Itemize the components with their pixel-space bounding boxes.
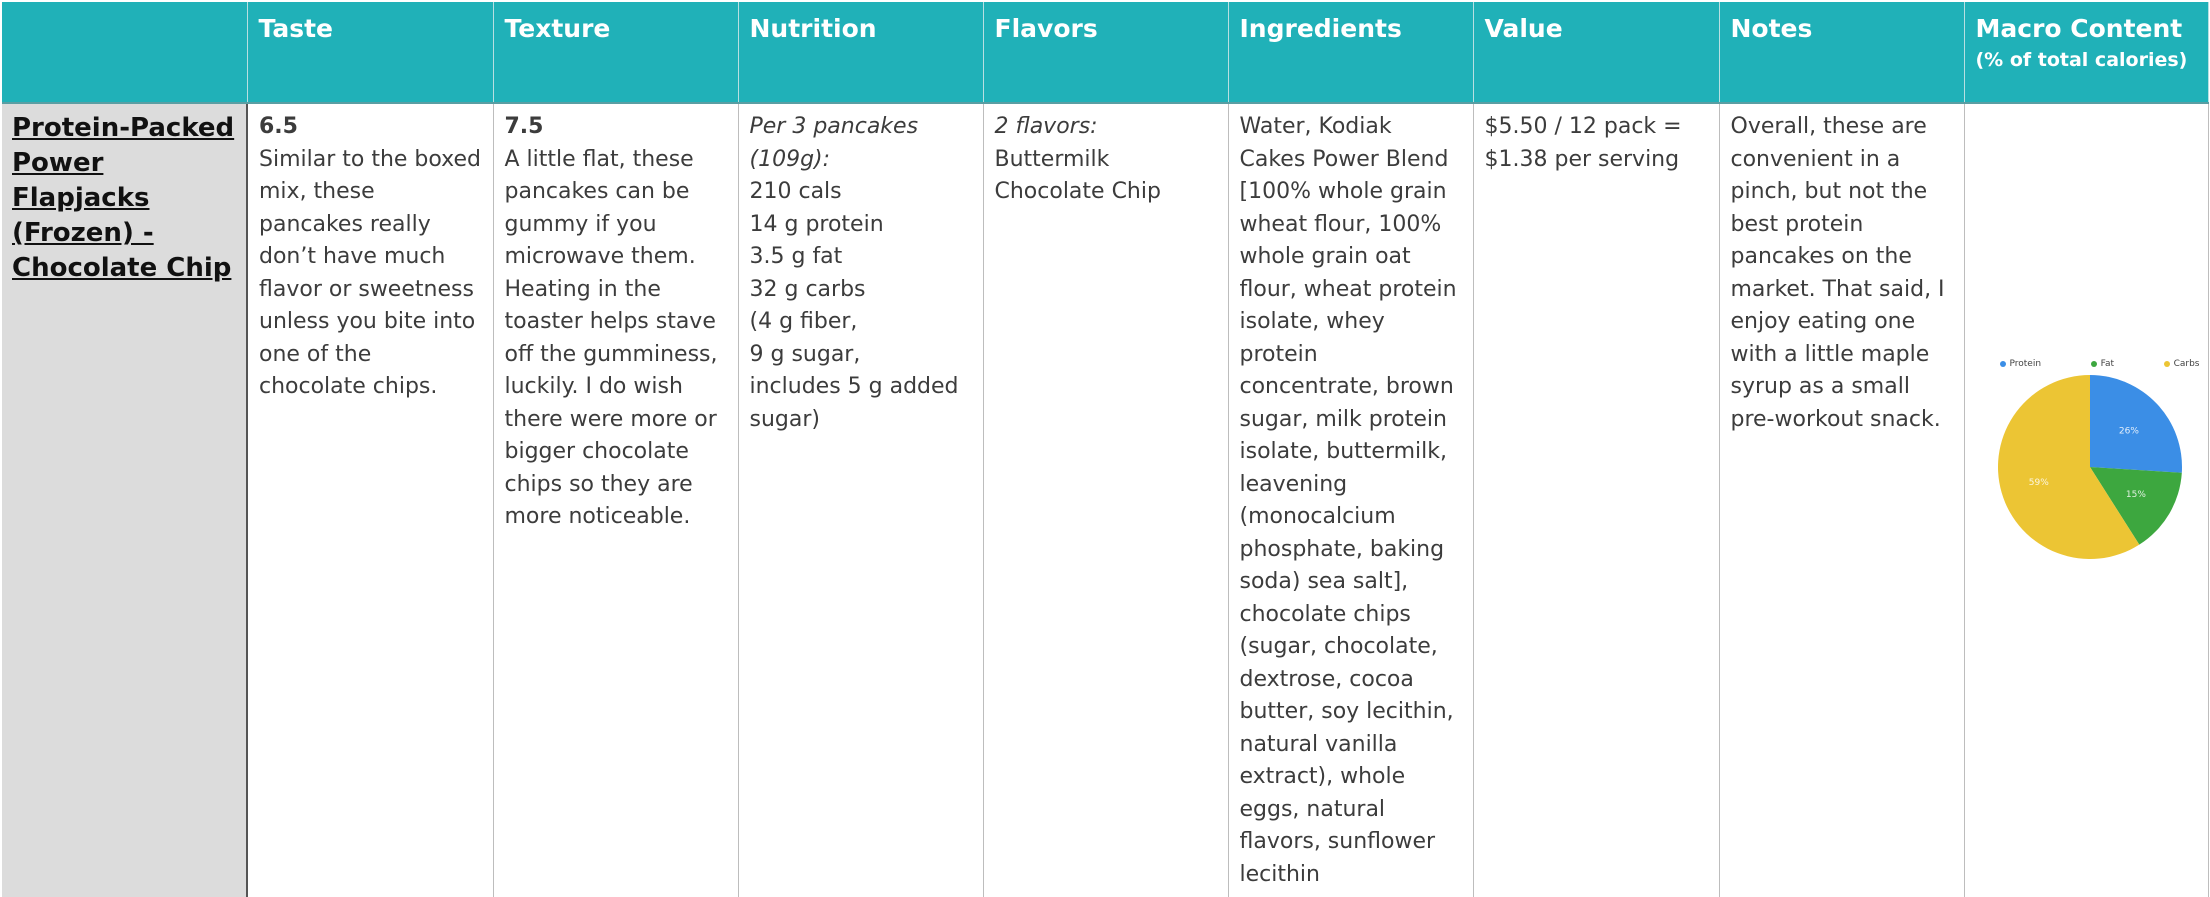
pie-label-carbs: 59%: [2028, 478, 2048, 488]
nutrition-line: 9 g sugar,: [749, 341, 861, 367]
header-flavors: Flavors: [983, 2, 1229, 104]
legend-item-carbs: Carbs: [2163, 348, 2200, 381]
chart-legend: Protein Fat Carbs: [1999, 348, 2200, 381]
texture-cell: 7.5 A little flat, these pancakes can be…: [493, 103, 739, 897]
nutrition-line: 3.5 g fat: [749, 244, 843, 269]
header-notes: Notes: [1719, 2, 1965, 104]
product-name-line: (Frozen) -: [12, 218, 154, 248]
flavors-cell: 2 flavors: Buttermilk Chocolate Chip: [983, 103, 1229, 897]
product-name-line: Protein-Packed: [12, 113, 235, 143]
nutrition-cell: Per 3 pancakes (109g): 210 cals 14 g pro…: [738, 103, 984, 897]
legend-swatch-carbs: [2163, 361, 2170, 368]
nutrition-line: 32 g carbs: [749, 276, 866, 302]
flavor-item: Buttermilk: [994, 146, 1110, 172]
header-macro-subtitle: (% of total calories): [1975, 49, 2188, 71]
header-macro: Macro Content (% of total calories): [1964, 2, 2209, 104]
header-taste: Taste: [247, 2, 494, 104]
ingredients-text: Water, Kodiak Cakes Power Blend [100% wh…: [1239, 114, 1457, 887]
notes-text: Overall, these are convenient in a pinch…: [1730, 114, 1945, 432]
legend-label-carbs: Carbs: [2173, 359, 2200, 369]
table-row: Protein-Packed Power Flapjacks (Frozen) …: [2, 103, 2209, 897]
value-text: $5.50 / 12 pack = $1.38 per serving: [1484, 114, 1682, 172]
header-texture: Texture: [493, 2, 739, 104]
nutrition-line: (4 g fiber,: [749, 309, 858, 334]
macro-cell: Protein Fat Carbs 26% 15% 59%: [1964, 103, 2209, 897]
header-ingredients: Ingredients: [1228, 2, 1474, 104]
nutrition-line: 14 g protein: [749, 211, 884, 237]
product-name-line: Power Flapjacks: [12, 148, 150, 213]
taste-text: Similar to the boxed mix, these pancakes…: [259, 146, 482, 400]
product-name-link[interactable]: Protein-Packed Power Flapjacks (Frozen) …: [12, 111, 235, 286]
legend-item-fat: Fat: [2090, 348, 2115, 381]
header-blank: [2, 2, 248, 104]
legend-swatch-protein: [1999, 361, 2006, 368]
texture-score: 7.5: [504, 114, 544, 139]
ingredients-cell: Water, Kodiak Cakes Power Blend [100% wh…: [1228, 103, 1474, 897]
legend-swatch-fat: [2090, 361, 2097, 368]
header-value: Value: [1473, 2, 1720, 104]
texture-text: A little flat, these pancakes can be gum…: [504, 146, 718, 530]
nutrition-serving: Per 3 pancakes (109g):: [749, 114, 919, 172]
pie-slice-protein: [2089, 375, 2182, 473]
pie-slice-carbs: [1997, 375, 2139, 559]
taste-cell: 6.5 Similar to the boxed mix, these panc…: [247, 103, 494, 897]
taste-score: 6.5: [259, 114, 298, 139]
value-cell: $5.50 / 12 pack = $1.38 per serving: [1473, 103, 1720, 897]
header-row: Taste Texture Nutrition Flavors Ingredie…: [2, 2, 2209, 104]
product-name-cell: Protein-Packed Power Flapjacks (Frozen) …: [2, 103, 248, 897]
flavors-heading: 2 flavors:: [994, 114, 1098, 139]
header-nutrition: Nutrition: [738, 2, 984, 104]
notes-cell: Overall, these are convenient in a pinch…: [1719, 103, 1965, 897]
flavor-item: Chocolate Chip: [994, 179, 1161, 204]
product-name-line: Chocolate Chip: [12, 253, 232, 283]
pie-label-fat: 15%: [2125, 490, 2145, 500]
nutrition-line: 210 cals: [749, 179, 842, 204]
pie-slice-fat: [2089, 467, 2182, 545]
header-macro-title: Macro Content: [1975, 14, 2183, 43]
legend-label-protein: Protein: [2009, 359, 2042, 369]
legend-item-protein: Protein: [1999, 348, 2042, 381]
pie-chart: 26% 15% 59%: [1997, 375, 2182, 559]
macro-chart: Protein Fat Carbs 26% 15% 59%: [1976, 111, 2204, 807]
pie-label-protein: 26%: [2118, 426, 2138, 436]
nutrition-line: includes 5 g added sugar): [749, 374, 959, 432]
legend-label-fat: Fat: [2100, 359, 2115, 369]
